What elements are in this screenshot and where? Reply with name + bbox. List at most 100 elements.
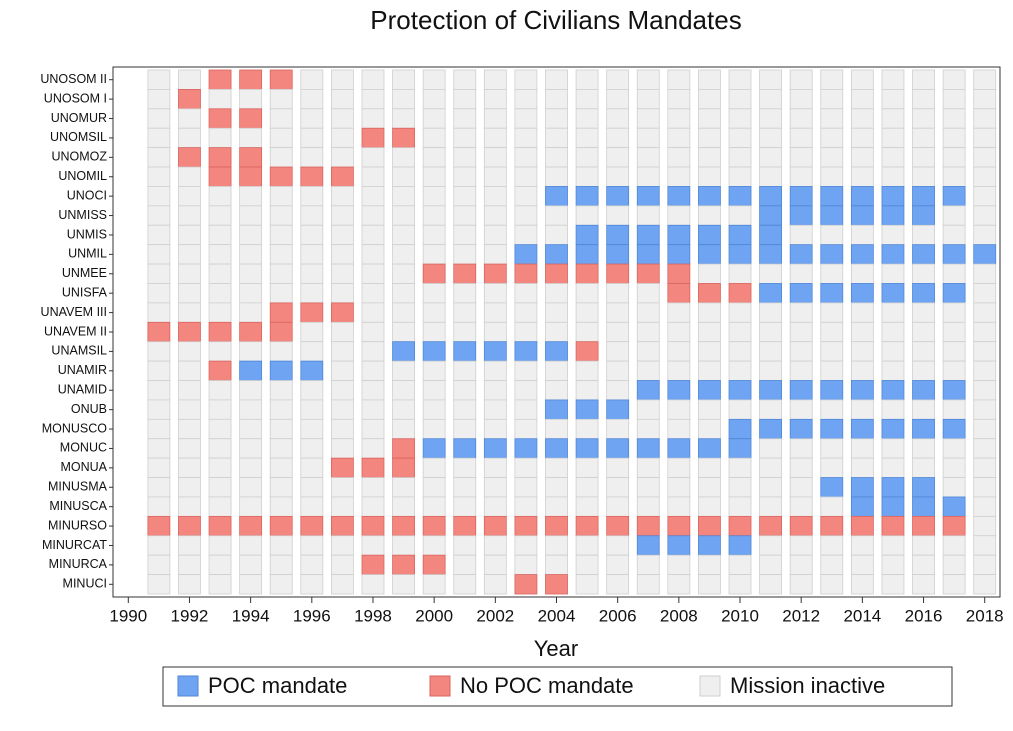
cell (453, 341, 477, 362)
cell (973, 554, 997, 575)
cell (728, 166, 752, 187)
cell (759, 341, 783, 362)
cell (636, 438, 660, 459)
cell (789, 360, 813, 381)
cell (728, 574, 752, 595)
cell (545, 166, 568, 187)
cell (636, 69, 660, 90)
cell (881, 283, 905, 304)
cell (850, 224, 874, 246)
cell (820, 496, 844, 517)
cell (728, 477, 752, 498)
cell (575, 574, 599, 595)
cell (789, 574, 813, 595)
cell (912, 515, 935, 537)
cell (545, 341, 568, 362)
x-tick-label: 1996 (293, 606, 331, 625)
cell (269, 341, 293, 362)
cell (850, 186, 874, 207)
cell (239, 399, 263, 420)
cell (575, 69, 599, 90)
cell (912, 321, 935, 343)
cell (667, 360, 691, 381)
chart-title: Protection of Civilians Mandates (370, 5, 741, 35)
cell (728, 554, 752, 575)
cell (820, 554, 844, 575)
cell (483, 302, 507, 323)
cell (575, 457, 599, 478)
cell (545, 457, 568, 478)
cell (789, 186, 813, 207)
cell (514, 574, 538, 595)
cell (147, 147, 171, 168)
cell (912, 457, 935, 478)
cell (147, 302, 171, 323)
cell (483, 418, 507, 440)
cell (728, 186, 752, 207)
cell (453, 418, 477, 440)
cell (881, 69, 905, 90)
cell (698, 360, 721, 381)
cell (483, 205, 507, 226)
cell (759, 166, 783, 187)
cell (178, 321, 201, 343)
cell (330, 205, 354, 226)
cell (422, 399, 446, 420)
cell (698, 438, 721, 459)
cell (269, 477, 293, 498)
legend-label: Mission inactive (730, 673, 885, 698)
cell (239, 186, 263, 207)
cell (300, 515, 324, 537)
cell (973, 147, 997, 168)
cell (178, 89, 201, 110)
cell (850, 418, 874, 440)
cell (269, 166, 293, 187)
x-tick-label: 1994 (232, 606, 270, 625)
cell (178, 477, 201, 498)
cell (392, 205, 415, 226)
cell (422, 535, 446, 556)
cell (147, 535, 171, 556)
cell (912, 244, 935, 265)
cell (636, 127, 660, 149)
cell (300, 438, 324, 459)
cell (728, 457, 752, 478)
cell (208, 244, 232, 265)
cell (239, 108, 263, 129)
cell (453, 166, 477, 187)
cell (759, 283, 783, 304)
cell (759, 127, 783, 149)
cell (545, 574, 568, 595)
cell (208, 127, 232, 149)
cell (912, 496, 935, 517)
cell (759, 186, 783, 207)
cell (881, 477, 905, 498)
cell (636, 574, 660, 595)
cell (239, 496, 263, 517)
cell (575, 108, 599, 129)
cell (178, 244, 201, 265)
cell (330, 554, 354, 575)
cell (239, 380, 263, 401)
y-tick-label: MINURSO (48, 518, 107, 532)
cell (881, 205, 905, 226)
cell (789, 321, 813, 343)
cell (606, 321, 630, 343)
cell (850, 380, 874, 401)
cell (330, 224, 354, 246)
cell (820, 321, 844, 343)
cell (820, 574, 844, 595)
cell (269, 69, 293, 90)
cell (850, 263, 874, 284)
cell (208, 341, 232, 362)
cell (698, 341, 721, 362)
cell (881, 302, 905, 323)
x-tick-label: 2008 (660, 606, 698, 625)
cell (453, 69, 477, 90)
cell (514, 496, 538, 517)
cell (300, 380, 324, 401)
y-tick-label: MINUCI (63, 577, 107, 591)
cell (483, 69, 507, 90)
cell (912, 554, 935, 575)
cell (147, 477, 171, 498)
